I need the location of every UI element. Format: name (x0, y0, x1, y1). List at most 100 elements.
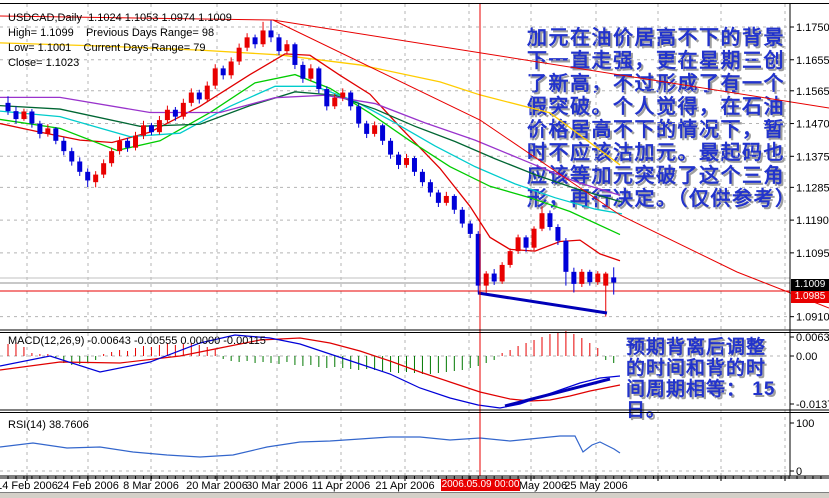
candle-body (563, 240, 569, 272)
line-price-tag: 1.0985 (791, 291, 829, 303)
candle-body (5, 102, 11, 112)
candle-body (292, 44, 298, 65)
axis-label: -0.01379 (796, 399, 829, 411)
candle-body (491, 273, 497, 282)
candle-body (380, 125, 386, 141)
candle-body (101, 163, 107, 175)
candle-body (276, 37, 282, 52)
candle-body (156, 120, 162, 133)
candle-body (109, 151, 115, 164)
date-label: 25 May 2006 (564, 480, 628, 492)
date-label: 8 Mar 2006 (123, 480, 179, 492)
triangle-lower (477, 291, 608, 315)
price-pane-annotation[interactable]: 加元在油价居高不下的背景 下一直走强，更在星期三创 了新高，不过形成了有一个 假… (527, 27, 797, 210)
axis-label: 1.1655 (796, 55, 829, 67)
candle-body (443, 195, 449, 203)
candle-body (29, 111, 35, 124)
candle-body (172, 109, 178, 117)
candle-body (140, 125, 146, 136)
candle-body (603, 273, 609, 286)
candle-body (220, 68, 226, 76)
candle-body (467, 223, 473, 234)
date-label: 21 Apr 2006 (375, 480, 435, 492)
candle-body (404, 158, 409, 165)
candle-body (324, 89, 330, 107)
candle-body (252, 37, 258, 45)
ma-darkgreen (0, 91, 623, 203)
candle-body (300, 64, 306, 79)
candle-body (236, 47, 242, 62)
macd-trendline (504, 377, 611, 408)
candle-body (164, 109, 170, 121)
macd-signal-line (0, 337, 621, 402)
candle-body (419, 171, 425, 183)
candle-body (45, 128, 51, 134)
candle-body (547, 213, 553, 227)
candle-body (388, 140, 394, 155)
date-label: May 2006 (518, 480, 568, 492)
axis-label: 1.0910 (796, 312, 829, 324)
candle-body (515, 237, 521, 252)
candle-body (332, 97, 338, 107)
axis-label: 1.1750 (796, 22, 829, 34)
candle-body (348, 92, 354, 107)
candle-body (228, 61, 234, 76)
ma-red-fast (0, 53, 621, 262)
high-range-line: High= 1.1099 Previous Days Range= 98 (8, 27, 215, 39)
axis-label: 0 (796, 466, 802, 478)
candle-body (411, 158, 417, 172)
date-label: 24 Feb 2006 (57, 480, 119, 492)
window-status-strip (0, 492, 829, 498)
candle-body (133, 135, 139, 148)
candle-body (53, 128, 59, 141)
candle-body (579, 271, 585, 284)
date-label: 14 Feb 2006 (0, 480, 58, 492)
candle-body (587, 271, 593, 283)
candle-body (364, 123, 370, 134)
candle-body (125, 140, 131, 148)
candle-body (611, 277, 617, 283)
candle-body (340, 92, 346, 98)
downtrend-line (272, 19, 829, 309)
candle-body (21, 111, 27, 120)
bid-price-tag: 1.1009 (791, 279, 829, 291)
candle-body (204, 85, 210, 100)
candle-body (69, 151, 75, 162)
candle-body (451, 195, 457, 210)
candle-body (539, 213, 545, 229)
candle-body (85, 171, 91, 181)
candle-body (499, 264, 505, 282)
ma-yellow (0, 42, 621, 166)
macd-indicator-label: MACD(12,26,9) -0.00643 -0.00555 0.00000 … (8, 335, 266, 347)
candle-body (93, 174, 99, 183)
candle-body (483, 273, 489, 286)
axis-label: 1.1470 (796, 119, 829, 131)
candle-body (180, 102, 186, 117)
candle-body (244, 37, 250, 48)
axis-label: 1.1095 (796, 248, 829, 260)
candle-body (459, 209, 465, 224)
candle-body (37, 123, 43, 134)
axis-label: 100 (796, 418, 814, 430)
rsi-line (0, 435, 621, 458)
candle-body (475, 233, 481, 286)
candle-body (260, 30, 266, 45)
ma-purple (0, 94, 621, 196)
candle-body (212, 68, 218, 86)
fan-upper (272, 19, 829, 109)
candle-body (316, 68, 322, 90)
date-label: 11 Apr 2006 (311, 480, 371, 492)
date-label: 30 Mar 2006 (246, 480, 308, 492)
axis-label: 0.00 (796, 351, 817, 363)
top-line (0, 15, 274, 21)
candle-body (268, 30, 274, 38)
low-range-line: Low= 1.1001 Current Days Range= 79 (8, 42, 206, 54)
candle-body (188, 92, 194, 103)
candle-body (531, 228, 537, 248)
rsi-indicator-label: RSI(14) 38.7606 (8, 419, 89, 431)
candle-body (196, 92, 202, 100)
candle-body (523, 237, 529, 248)
candle-body (372, 125, 378, 134)
